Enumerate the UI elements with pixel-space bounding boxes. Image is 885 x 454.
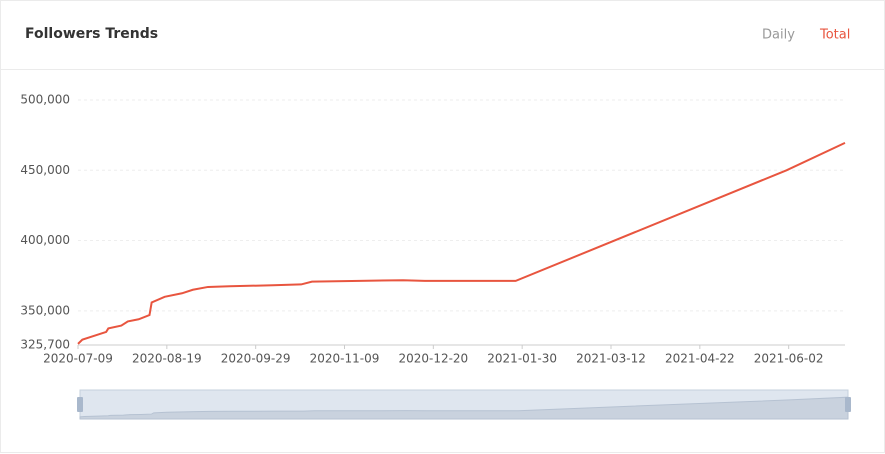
y-tick-label: 350,000 bbox=[20, 303, 70, 317]
x-tick-label: 2020-11-09 bbox=[310, 352, 380, 366]
y-tick-label: 400,000 bbox=[20, 233, 70, 247]
y-tick-label: 325,700 bbox=[20, 338, 70, 352]
zoom-handle[interactable] bbox=[77, 397, 83, 412]
x-tick-label: 2020-08-19 bbox=[132, 352, 202, 366]
x-tick-label: 2020-12-20 bbox=[398, 352, 468, 366]
x-tick-label: 2021-04-22 bbox=[665, 352, 735, 366]
x-tick-label: 2021-03-12 bbox=[576, 352, 646, 366]
zoom-overview bbox=[79, 396, 849, 420]
x-tick-label: 2020-07-09 bbox=[43, 352, 113, 366]
panel-title: Followers Trends bbox=[25, 26, 158, 42]
y-tick-label: 500,000 bbox=[20, 93, 70, 107]
x-tick-label: 2021-01-30 bbox=[487, 352, 557, 366]
series-line bbox=[77, 141, 846, 345]
tab-daily[interactable]: Daily bbox=[762, 28, 795, 43]
tab-total[interactable]: Total bbox=[819, 28, 850, 43]
x-tick-label: 2020-09-29 bbox=[221, 352, 291, 366]
y-tick-label: 450,000 bbox=[20, 163, 70, 177]
zoom-handle[interactable] bbox=[845, 397, 851, 412]
x-tick-label: 2021-06-02 bbox=[754, 352, 824, 366]
